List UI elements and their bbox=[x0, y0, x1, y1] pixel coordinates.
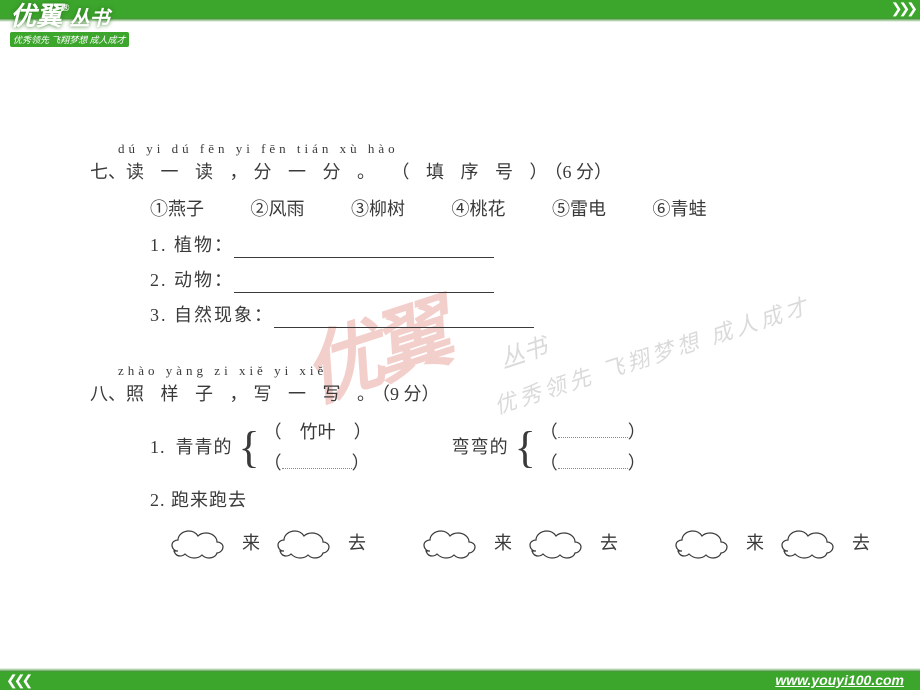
blank-line[interactable] bbox=[234, 275, 494, 293]
q7-cat-label: 2. 动物： bbox=[150, 270, 234, 290]
q7-option: ②风雨 bbox=[251, 197, 305, 222]
q7-points: （6 分） bbox=[554, 162, 613, 182]
q8-title: 照 样 子 ，写 一 写 。 bbox=[126, 384, 381, 404]
q8-pinyin: zhào yàng zi xiě yi xiě bbox=[118, 362, 870, 380]
q7-option: ④桃花 bbox=[452, 197, 506, 222]
example-slot: （ 竹叶 ） bbox=[264, 420, 372, 445]
q8-row1-group2: 弯弯的 { （） （） bbox=[452, 420, 646, 476]
q8-row1-label1: 青青的 bbox=[176, 435, 233, 460]
char-go: 去 bbox=[348, 531, 366, 556]
char-come: 来 bbox=[242, 531, 260, 556]
q8-row1-label2: 弯弯的 bbox=[452, 435, 509, 460]
q8-heading: 八、照 样 子 ，写 一 写 。（9 分） bbox=[90, 382, 870, 407]
q7-option: ①燕子 bbox=[150, 197, 204, 222]
q7-title: 读 一 读 ，分 一 分 。 （ 填 序 号 ） bbox=[126, 162, 554, 182]
char-go: 去 bbox=[600, 531, 618, 556]
q7-option: ⑤雷电 bbox=[552, 197, 606, 222]
blank-slot[interactable]: （） bbox=[540, 420, 646, 445]
q8-number: 八、 bbox=[90, 384, 126, 404]
header-bar: ❯❯❯ 优翼®丛书 优秀领先 飞翔梦想 成人成才 bbox=[0, 0, 920, 50]
q7-cat-label: 1. 植物： bbox=[150, 235, 234, 255]
brand-logo-main: 优翼®丛书 bbox=[10, 4, 170, 30]
q8-row1-stack2: （） （） bbox=[540, 420, 646, 476]
q7-pinyin: dú yi dú fēn yi fēn tián xù hào bbox=[118, 140, 870, 158]
worksheet: dú yi dú fēn yi fēn tián xù hào 七、读 一 读 … bbox=[90, 140, 870, 561]
q8-section: zhào yàng zi xiě yi xiě 八、照 样 子 ，写 一 写 。… bbox=[90, 362, 870, 561]
q7-cat-row: 2. 动物： bbox=[150, 268, 870, 293]
q7-number: 七、 bbox=[90, 162, 126, 182]
chevron-right-icon: ❯❯❯ bbox=[891, 0, 914, 17]
footer-url[interactable]: www.youyi100.com bbox=[775, 672, 904, 688]
brand-series: 丛书 bbox=[70, 8, 110, 30]
registered-icon: ® bbox=[62, 3, 69, 14]
q8-row1-num: 1. bbox=[150, 435, 166, 460]
char-come: 来 bbox=[746, 531, 764, 556]
brace-icon: { bbox=[515, 429, 536, 466]
cloud-icon[interactable] bbox=[276, 527, 332, 561]
blank-slot[interactable]: （） bbox=[264, 451, 372, 476]
q8-row1: 1. 青青的 { （ 竹叶 ） （） 弯弯的 { （） （） bbox=[150, 420, 870, 476]
q7-cat-row: 1. 植物： bbox=[150, 233, 870, 258]
footer-bar: ❮❮❮ www.youyi100.com bbox=[0, 668, 920, 690]
brand-name: 优翼 bbox=[10, 2, 62, 31]
cloud-icon[interactable] bbox=[674, 527, 730, 561]
chevron-left-icon: ❮❮❮ bbox=[6, 672, 29, 689]
q8-row1-stack1: （ 竹叶 ） （） bbox=[264, 420, 372, 476]
blank-slot[interactable]: （） bbox=[540, 451, 646, 476]
q7-heading: 七、读 一 读 ，分 一 分 。 （ 填 序 号 ）（6 分） bbox=[90, 160, 870, 185]
q8-clouds-row: 来 去 来 去 来 去 bbox=[170, 527, 870, 561]
cloud-icon[interactable] bbox=[422, 527, 478, 561]
footer-stripe: ❮❮❮ www.youyi100.com bbox=[0, 672, 920, 690]
char-come: 来 bbox=[494, 531, 512, 556]
cloud-icon[interactable] bbox=[528, 527, 584, 561]
brand-logo: 优翼®丛书 优秀领先 飞翔梦想 成人成才 bbox=[10, 4, 170, 48]
q7-cat-row: 3. 自然现象： bbox=[150, 303, 870, 328]
q8-row2-label: 2. 跑来跑去 bbox=[150, 488, 870, 513]
example-text: 竹叶 bbox=[300, 422, 336, 442]
q8-points: （9 分） bbox=[381, 384, 440, 404]
cloud-icon[interactable] bbox=[780, 527, 836, 561]
blank-line[interactable] bbox=[234, 240, 494, 258]
brace-icon: { bbox=[239, 429, 260, 466]
q7-option: ③柳树 bbox=[351, 197, 405, 222]
blank-line[interactable] bbox=[274, 310, 534, 328]
q7-options: ①燕子 ②风雨 ③柳树 ④桃花 ⑤雷电 ⑥青蛙 bbox=[150, 197, 870, 222]
q7-cat-label: 3. 自然现象： bbox=[150, 305, 274, 325]
char-go: 去 bbox=[852, 531, 870, 556]
brand-slogan: 优秀领先 飞翔梦想 成人成才 bbox=[10, 32, 129, 47]
q7-option: ⑥青蛙 bbox=[653, 197, 707, 222]
cloud-icon[interactable] bbox=[170, 527, 226, 561]
